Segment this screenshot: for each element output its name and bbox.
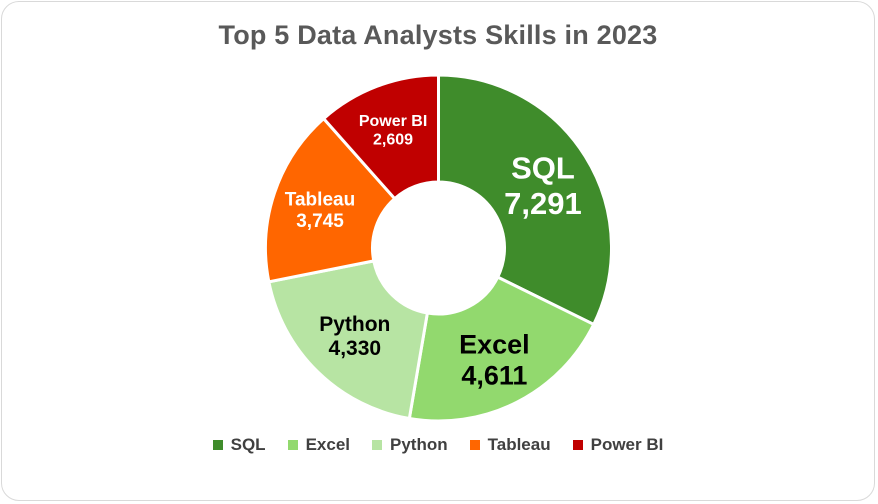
data-label-value: 4,330	[329, 337, 382, 360]
legend-item-power-bi: Power BI	[572, 435, 664, 455]
donut-slice-sql	[437, 73, 613, 327]
legend-item-excel: Excel	[287, 435, 351, 455]
data-label-value: 2,609	[373, 131, 413, 148]
legend-label: Tableau	[487, 435, 551, 454]
legend-item-sql: SQL	[212, 435, 266, 455]
data-label-category: Power BI	[359, 113, 427, 130]
legend-item-python: Python	[372, 435, 448, 455]
chart-title: Top 5 Data Analysts Skills in 2023	[218, 20, 658, 50]
donut-slice-tableau	[264, 116, 397, 284]
donut-slice-excel	[407, 275, 596, 423]
legend-swatch	[469, 440, 480, 450]
legend-swatch	[372, 440, 383, 450]
legend-label: Python	[390, 435, 448, 454]
data-label-category: SQL	[511, 150, 575, 185]
legend-label: SQL	[230, 435, 266, 454]
donut-slice-power-bi	[321, 73, 440, 201]
data-label-value: 7,291	[504, 186, 582, 221]
donut-slice-python	[267, 259, 430, 421]
legend-swatch	[572, 440, 583, 450]
donut-slices	[264, 73, 613, 423]
legend-label: Power BI	[590, 435, 664, 454]
chart-legend: SQL Excel Python Tableau Power BI	[2, 433, 874, 457]
data-label-value: 3,745	[296, 211, 344, 232]
legend-item-tableau: Tableau	[469, 435, 551, 455]
data-label-category: Python	[319, 313, 390, 336]
data-label-category: Tableau	[285, 189, 355, 210]
legend-swatch	[287, 440, 298, 450]
legend-label: Excel	[305, 435, 351, 454]
data-label-value: 4,611	[461, 361, 527, 391]
legend-swatch	[212, 440, 223, 450]
data-label-category: Excel	[459, 330, 530, 360]
